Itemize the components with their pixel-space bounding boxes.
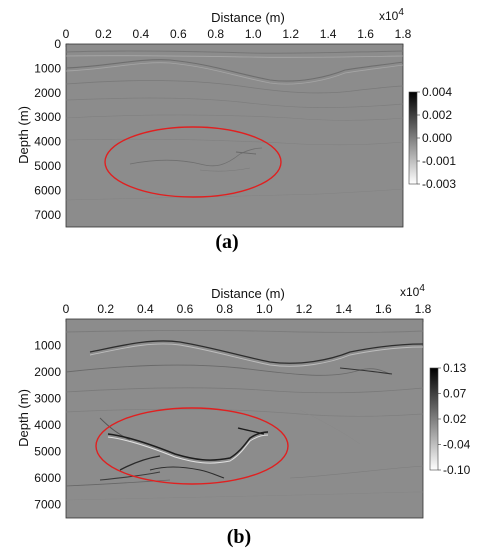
panel-b-reflectors (66, 330, 423, 501)
panel-b-x-tick-label: 1.2 (296, 302, 313, 316)
panel-b-x-tick-label: 1.0 (256, 302, 273, 316)
panel-a-y-tick-label: 5000 (34, 159, 61, 173)
panel-a: Distance (m) x104 0 0.2 0.4 0.6 0.8 1.0 1.2 1.4… (16, 7, 456, 253)
panel-a-scale-label: x104 (379, 7, 404, 23)
panel-a-x-tick-label: 1.2 (282, 27, 299, 41)
panel-b-x-tick-label: 0.6 (177, 302, 194, 316)
panel-b-colorbar-ticks: 0.13 0.07 0.02 -0.04 -0.10 (438, 361, 471, 477)
panel-b-x-ticks: 0 0.2 0.4 0.6 0.8 1.0 1.2 1.4 1.6 1.8 (63, 302, 432, 322)
panel-b-y-tick-label: 4000 (34, 418, 61, 432)
panel-a-ylabel: Depth (m) (16, 106, 31, 164)
panel-b-scale-label: x104 (400, 283, 425, 299)
panel-b-x-tick-label: 1.8 (415, 302, 432, 316)
panel-a-colorbar-tick-label: 0.004 (422, 85, 452, 99)
panel-b-x-tick-label: 1.6 (375, 302, 392, 316)
panel-b-x-tick-label: 0 (63, 302, 70, 316)
panel-a-x-tick-label: 1.4 (320, 27, 337, 41)
panel-b-colorbar-tick-label: -0.10 (443, 463, 471, 477)
panel-a-y-tick-label: 6000 (34, 183, 61, 197)
panel-a-x-tick-label: 0.8 (207, 27, 224, 41)
panel-a-caption: (a) (215, 231, 238, 253)
panel-a-x-tick-label: 0.2 (95, 27, 112, 41)
panel-a-colorbar-tick-label: -0.003 (422, 177, 456, 191)
panel-a-colorbar-ticks: 0.004 0.002 0.000 -0.001 -0.003 (417, 85, 456, 191)
panel-a-x-tick-label: 1.6 (357, 27, 374, 41)
panel-a-x-tick-label: 1.8 (395, 27, 412, 41)
panel-b-x-tick-label: 0.4 (137, 302, 154, 316)
panel-b-x-tick-label: 0.2 (97, 302, 114, 316)
panel-a-highlight-ellipse (104, 126, 282, 198)
panel-a-y-tick-label: 0 (54, 37, 61, 51)
panel-b-colorbar-tick-label: -0.04 (443, 438, 471, 452)
panel-a-colorbar-tick-label: 0.000 (422, 131, 452, 145)
panel-b-colorbar-tick-label: 0.13 (443, 361, 467, 375)
panel-a-plot-area (65, 43, 404, 228)
panel-a-colorbar-tick-label: -0.001 (422, 154, 456, 168)
panel-a-xlabel: Distance (m) (211, 10, 285, 25)
panel-b-colorbar (429, 367, 439, 471)
panel-a-colorbar (408, 91, 418, 185)
panel-b-x-tick-label: 0.8 (216, 302, 233, 316)
panel-b: Distance (m) x104 0 0.2 0.4 0.6 0.8 1.0 1.2 1.4… (16, 283, 471, 548)
panel-a-reflectors (66, 50, 403, 201)
panel-b-caption: (b) (227, 526, 251, 548)
panel-b-x-tick-label: 1.4 (335, 302, 352, 316)
panel-a-y-tick-label: 4000 (34, 135, 61, 149)
panel-b-ylabel: Depth (m) (16, 389, 31, 447)
panel-a-x-tick-label: 0 (63, 27, 70, 41)
panel-a-colorbar-tick-label: 0.002 (422, 108, 452, 122)
panel-a-y-tick-label: 1000 (34, 61, 61, 75)
panel-a-y-tick-label: 7000 (34, 208, 61, 222)
panel-a-x-tick-label: 0.6 (170, 27, 187, 41)
panel-b-highlight-ellipse (95, 407, 289, 485)
panel-b-colorbar-tick-label: 0.02 (443, 412, 467, 426)
panel-a-x-tick-label: 0.4 (133, 27, 150, 41)
panel-a-x-ticks: 0 0.2 0.4 0.6 0.8 1.0 1.2 1.4 1.6 1.8 (63, 27, 412, 47)
panel-b-colorbar-tick-label: 0.07 (443, 387, 467, 401)
panel-b-y-tick-label: 1000 (34, 339, 61, 353)
panel-b-y-tick-label: 3000 (34, 392, 61, 406)
panel-b-y-ticks: 1000 2000 3000 4000 5000 6000 7000 (34, 339, 69, 512)
panel-b-y-tick-label: 5000 (34, 445, 61, 459)
panel-a-y-tick-label: 3000 (34, 110, 61, 124)
panel-b-xlabel: Distance (m) (211, 286, 285, 301)
panel-a-y-ticks: 0 1000 2000 3000 4000 5000 6000 7000 (34, 37, 69, 222)
panel-a-y-tick-label: 2000 (34, 86, 61, 100)
panel-b-y-tick-label: 2000 (34, 365, 61, 379)
panel-b-y-tick-label: 6000 (34, 471, 61, 485)
panel-b-y-tick-label: 7000 (34, 498, 61, 512)
panel-a-x-tick-label: 1.0 (245, 27, 262, 41)
